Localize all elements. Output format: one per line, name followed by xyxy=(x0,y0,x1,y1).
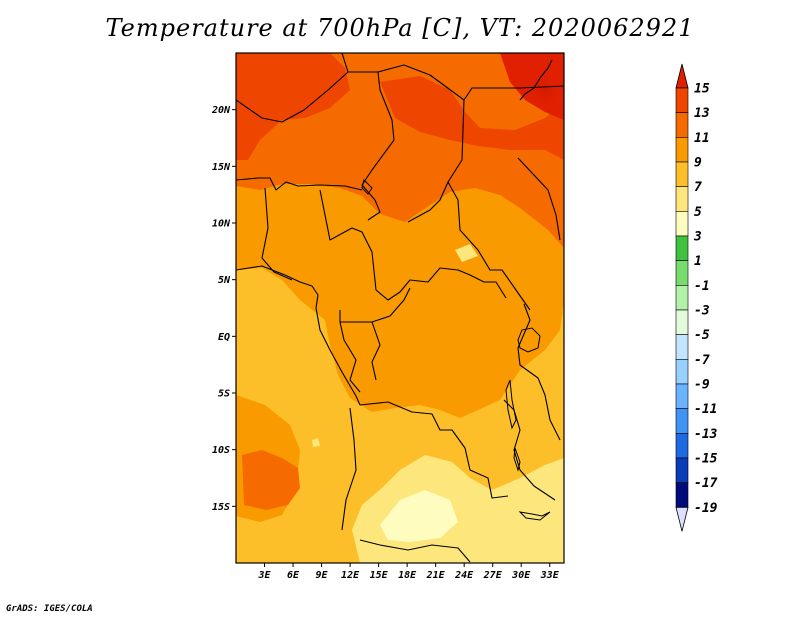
colorbar-label: -13 xyxy=(694,427,718,442)
footer-credit: GrADS: IGES/COLA xyxy=(6,604,93,614)
colorbar-label: 7 xyxy=(694,180,702,195)
colorbar-swatch xyxy=(675,433,689,459)
longitude-axis: 3E 6E 9E 12E 15E 18E 21E 24E 27E 30E 33E xyxy=(257,563,560,581)
colorbar-label: -3 xyxy=(694,304,710,319)
colorbar-label: -17 xyxy=(694,476,718,491)
colorbar-label: 15 xyxy=(694,82,710,97)
colorbar-label: -19 xyxy=(694,501,718,516)
lon-tick-label: 30E xyxy=(511,570,531,581)
map-title: Temperature at 700hPa [C], VT: 202006292… xyxy=(105,14,695,42)
lon-tick-label: 3E xyxy=(257,570,271,581)
lat-tick-label: 20N xyxy=(211,105,231,116)
colorbar-swatch xyxy=(675,334,689,360)
colorbar-label: 11 xyxy=(694,131,710,146)
colorbar-swatch xyxy=(675,482,689,508)
map-frame xyxy=(235,52,565,564)
contour-band-13-15-n xyxy=(380,76,564,160)
colorbar-swatch xyxy=(675,87,689,113)
lon-tick-label: 12E xyxy=(341,570,360,581)
lon-tick-label: 24E xyxy=(454,570,474,581)
contour-band-3-5-s xyxy=(380,490,458,542)
colorbar-swatch xyxy=(675,161,689,187)
lon-tick-label: 6E xyxy=(287,570,300,581)
colorbar-swatch xyxy=(675,112,689,138)
country-borders xyxy=(236,53,564,563)
lon-tick-label: 9E xyxy=(316,570,329,581)
lat-tick-label: 10N xyxy=(212,219,231,230)
lon-tick-label: 15E xyxy=(370,570,389,581)
colorbar-swatch xyxy=(675,63,689,89)
latitude-axis: 20N 15N 10N 5N EQ 5S 10S 15S xyxy=(211,105,236,513)
colorbar-swatch xyxy=(675,211,689,237)
lon-tick-label: 18E xyxy=(398,570,417,581)
colorbar-swatch xyxy=(675,359,689,385)
colorbar-swatch xyxy=(675,408,689,434)
colorbar-label: -11 xyxy=(694,402,717,417)
colorbar-swatch xyxy=(675,137,689,163)
lon-tick-label: 21E xyxy=(426,570,446,581)
colorbar-label: 1 xyxy=(694,254,702,269)
colorbar-label: -7 xyxy=(694,353,710,368)
lat-tick-label: 5S xyxy=(218,389,230,400)
colorbar-swatch xyxy=(675,235,689,261)
lakes xyxy=(361,179,551,521)
colorbar-label: -9 xyxy=(694,378,710,393)
lat-tick-label: 15S xyxy=(212,502,230,513)
contour-band-11-13-sw xyxy=(242,450,300,510)
colorbar-label: -5 xyxy=(694,328,710,343)
colorbar-label: 3 xyxy=(693,230,702,245)
colorbar-swatch xyxy=(675,457,689,483)
temperature-field xyxy=(236,53,564,563)
colorbar-swatch xyxy=(675,260,689,286)
colorbar-swatch xyxy=(675,309,689,335)
lat-tick-label: 10S xyxy=(212,445,230,456)
colorbar-label: 13 xyxy=(694,106,710,121)
colorbar-swatch xyxy=(675,285,689,311)
colorbar-label: 5 xyxy=(694,205,702,220)
colorbar: 15 13 11 9 7 5 3 1 -1 -3 -5 -7 -9 -11 -13 -15 -17 -19 xyxy=(675,63,718,532)
colorbar-swatch xyxy=(675,506,689,532)
lon-tick-label: 27E xyxy=(483,570,503,581)
colorbar-label: -15 xyxy=(694,452,718,467)
lat-tick-label: 15N xyxy=(212,162,231,173)
colorbar-label: -1 xyxy=(694,279,710,294)
contour-band-13-15-nw xyxy=(236,53,350,160)
lat-tick-label: EQ xyxy=(218,332,230,343)
colorbar-swatch xyxy=(675,186,689,212)
colorbar-label: 9 xyxy=(694,156,702,171)
colorbar-swatch xyxy=(675,383,689,409)
lon-tick-label: 33E xyxy=(540,570,560,581)
lat-tick-label: 5N xyxy=(218,275,231,286)
